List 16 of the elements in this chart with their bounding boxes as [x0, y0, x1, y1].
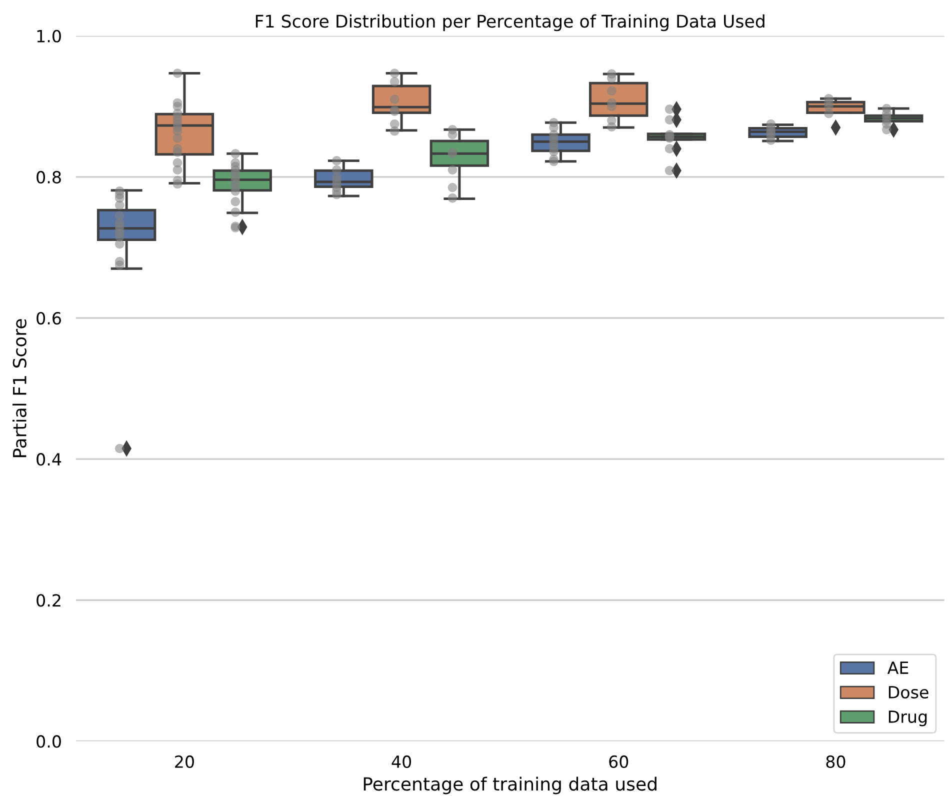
legend-label: AE [887, 662, 908, 674]
legend-label: Drug [888, 710, 927, 726]
x-axis-title: Percentage of training data used [364, 776, 656, 794]
y-tick-label: 0.2 [36, 594, 60, 607]
x-tick-label: 60 [609, 755, 628, 768]
y-tick-label: 0.6 [36, 312, 61, 325]
y-tick-label: 0.8 [36, 170, 61, 184]
chart-title: F1 Score Distribution per Percentage of Training Data Used [256, 14, 764, 32]
legend-label: Dose [888, 686, 928, 699]
x-tick-label: 40 [392, 755, 412, 768]
y-tick-label: 0.0 [36, 735, 61, 748]
y-tick-label: 0.4 [36, 453, 62, 466]
x-tick-label: 20 [175, 755, 194, 768]
y-tick-label: 1.0 [37, 30, 61, 42]
y-axis-title: Partial F1 Score [12, 319, 26, 458]
x-tick-label: 80 [826, 755, 846, 768]
